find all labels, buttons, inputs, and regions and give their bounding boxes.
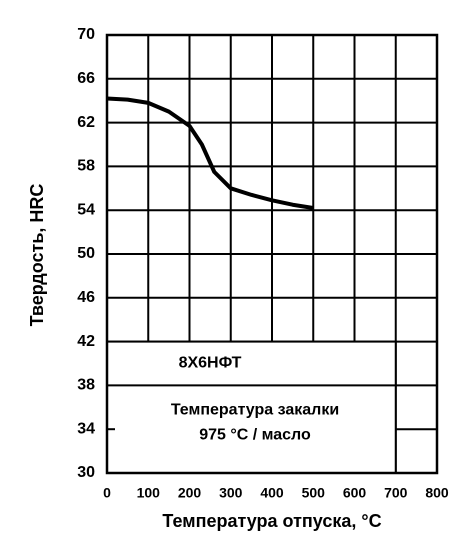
x-tick-label: 100 [137,485,161,501]
x-tick-label: 400 [260,485,284,501]
y-tick-label: 34 [77,420,95,437]
plot-frame [105,33,439,475]
y-tick-label: 70 [77,26,95,43]
x-axis-label: Температура отпуска, °С [162,511,381,531]
x-tick-label: 800 [425,485,449,501]
annotation: 8Х6НФТ [179,355,242,372]
y-tick-label: 42 [77,333,95,350]
y-tick-label: 66 [77,70,95,87]
curve [106,96,314,210]
y-tick-label: 38 [77,377,95,394]
x-tick-label: 200 [178,485,202,501]
y-tick-label: 58 [77,158,95,175]
y-tick-label: 62 [77,114,95,131]
y-tick-label: 50 [77,245,95,262]
annotation: 975 °С / масло [199,427,311,444]
x-tick-label: 600 [343,485,367,501]
x-tick-label: 300 [219,485,243,501]
x-tick-label: 700 [384,485,408,501]
x-tick-label: 0 [103,485,111,501]
y-tick-label: 30 [77,464,95,481]
annotation: Температура закалки [171,402,339,419]
x-tick-label: 500 [302,485,326,501]
y-axis-label: Твердость, HRC [27,184,47,327]
y-tick-label: 54 [77,201,95,218]
y-tick-label: 46 [77,289,95,306]
